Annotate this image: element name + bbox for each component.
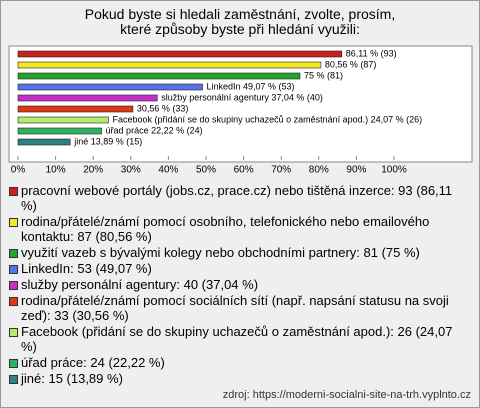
legend-swatch xyxy=(9,249,18,258)
legend-item: rodina/přátelé/známí pomocí osobního, te… xyxy=(9,214,471,244)
legend-label: rodina/přátelé/známí pomocí osobního, te… xyxy=(21,214,430,244)
bar xyxy=(17,83,203,91)
legend-item: úřad práce: 24 (22,22 %) xyxy=(9,355,471,370)
legend-label: úřad práce: 24 (22,22 %) xyxy=(21,355,165,370)
legend-swatch xyxy=(9,297,18,306)
x-tick-label: 80% xyxy=(309,165,329,176)
x-tick-label: 100% xyxy=(381,165,407,176)
x-tick-label: 60% xyxy=(234,165,254,176)
legend-label: Facebook (přidání se do skupiny uchazečů… xyxy=(21,324,453,354)
legend-swatch xyxy=(9,359,18,368)
bar xyxy=(17,50,343,58)
bar xyxy=(17,127,102,135)
value-label: LinkedIn 49,07 % (53) xyxy=(207,81,295,91)
bar xyxy=(17,116,109,124)
legend-label: pracovní webové portály (jobs.cz, prace.… xyxy=(21,183,453,213)
value-label: služby personální agentury 37,04 % (40) xyxy=(161,92,323,102)
legend-swatch xyxy=(9,218,18,227)
legend-label: jiné: 15 (13,89 %) xyxy=(21,371,123,386)
legend-swatch xyxy=(9,328,18,337)
source: zdroj: https://moderni-socialni-site-na-… xyxy=(222,389,471,401)
bar xyxy=(17,105,134,113)
chart-title: Pokud byste si hledali zaměstnání, zvolt… xyxy=(84,6,396,37)
legend-item: Facebook (přidání se do skupiny uchazečů… xyxy=(9,324,471,354)
legend-swatch xyxy=(9,375,18,384)
value-label: Facebook (přidání se do skupiny uchazečů… xyxy=(113,114,423,124)
legend-item: využití vazeb s bývalými kolegy nebo obc… xyxy=(9,245,471,260)
x-tick-label: 40% xyxy=(158,165,178,176)
legend-label: služby personální agentury: 40 (37,04 %) xyxy=(21,277,259,292)
legend: pracovní webové portály (jobs.cz, prace.… xyxy=(9,183,471,387)
value-label: 30,56 % (33) xyxy=(137,103,189,113)
legend-item: jiné: 15 (13,89 %) xyxy=(9,371,471,386)
x-tick-label: 10% xyxy=(46,165,66,176)
legend-item: LinkedIn: 53 (49,07 %) xyxy=(9,261,471,276)
value-label: 80,56 % (87) xyxy=(325,59,377,69)
x-tick-label: 20% xyxy=(83,165,103,176)
legend-item: rodina/přátelé/známí pomocí sociálních s… xyxy=(9,293,471,323)
legend-label: LinkedIn: 53 (49,07 %) xyxy=(21,261,152,276)
legend-swatch xyxy=(9,281,18,290)
bar xyxy=(17,61,322,69)
legend-label: rodina/přátelé/známí pomocí sociálních s… xyxy=(21,293,449,323)
x-tick-label: 70% xyxy=(271,165,291,176)
legend-label: využití vazeb s bývalými kolegy nebo obc… xyxy=(21,245,420,260)
legend-item: pracovní webové portály (jobs.cz, prace.… xyxy=(9,183,471,213)
x-tick-label: 90% xyxy=(346,165,366,176)
legend-swatch xyxy=(9,187,18,196)
value-label: jiné 13,89 % (15) xyxy=(73,136,142,146)
bar xyxy=(17,94,158,102)
x-tick-label: 50% xyxy=(196,165,216,176)
legend-item: služby personální agentury: 40 (37,04 %) xyxy=(9,277,471,292)
value-label: 86,11 % (93) xyxy=(346,48,397,58)
bar xyxy=(17,138,71,146)
bar xyxy=(17,72,301,80)
chart: 0% 10% 20% 30% 40% 50% 60% 70% 80% 90% 100% 86,11 %… xyxy=(8,45,473,176)
x-tick-label: 0% xyxy=(11,165,26,176)
legend-swatch xyxy=(9,265,18,274)
value-label: úřad práce 22,22 % (24) xyxy=(106,125,203,135)
x-tick-label: 30% xyxy=(121,165,141,176)
value-label: 75 % (81) xyxy=(304,70,343,80)
